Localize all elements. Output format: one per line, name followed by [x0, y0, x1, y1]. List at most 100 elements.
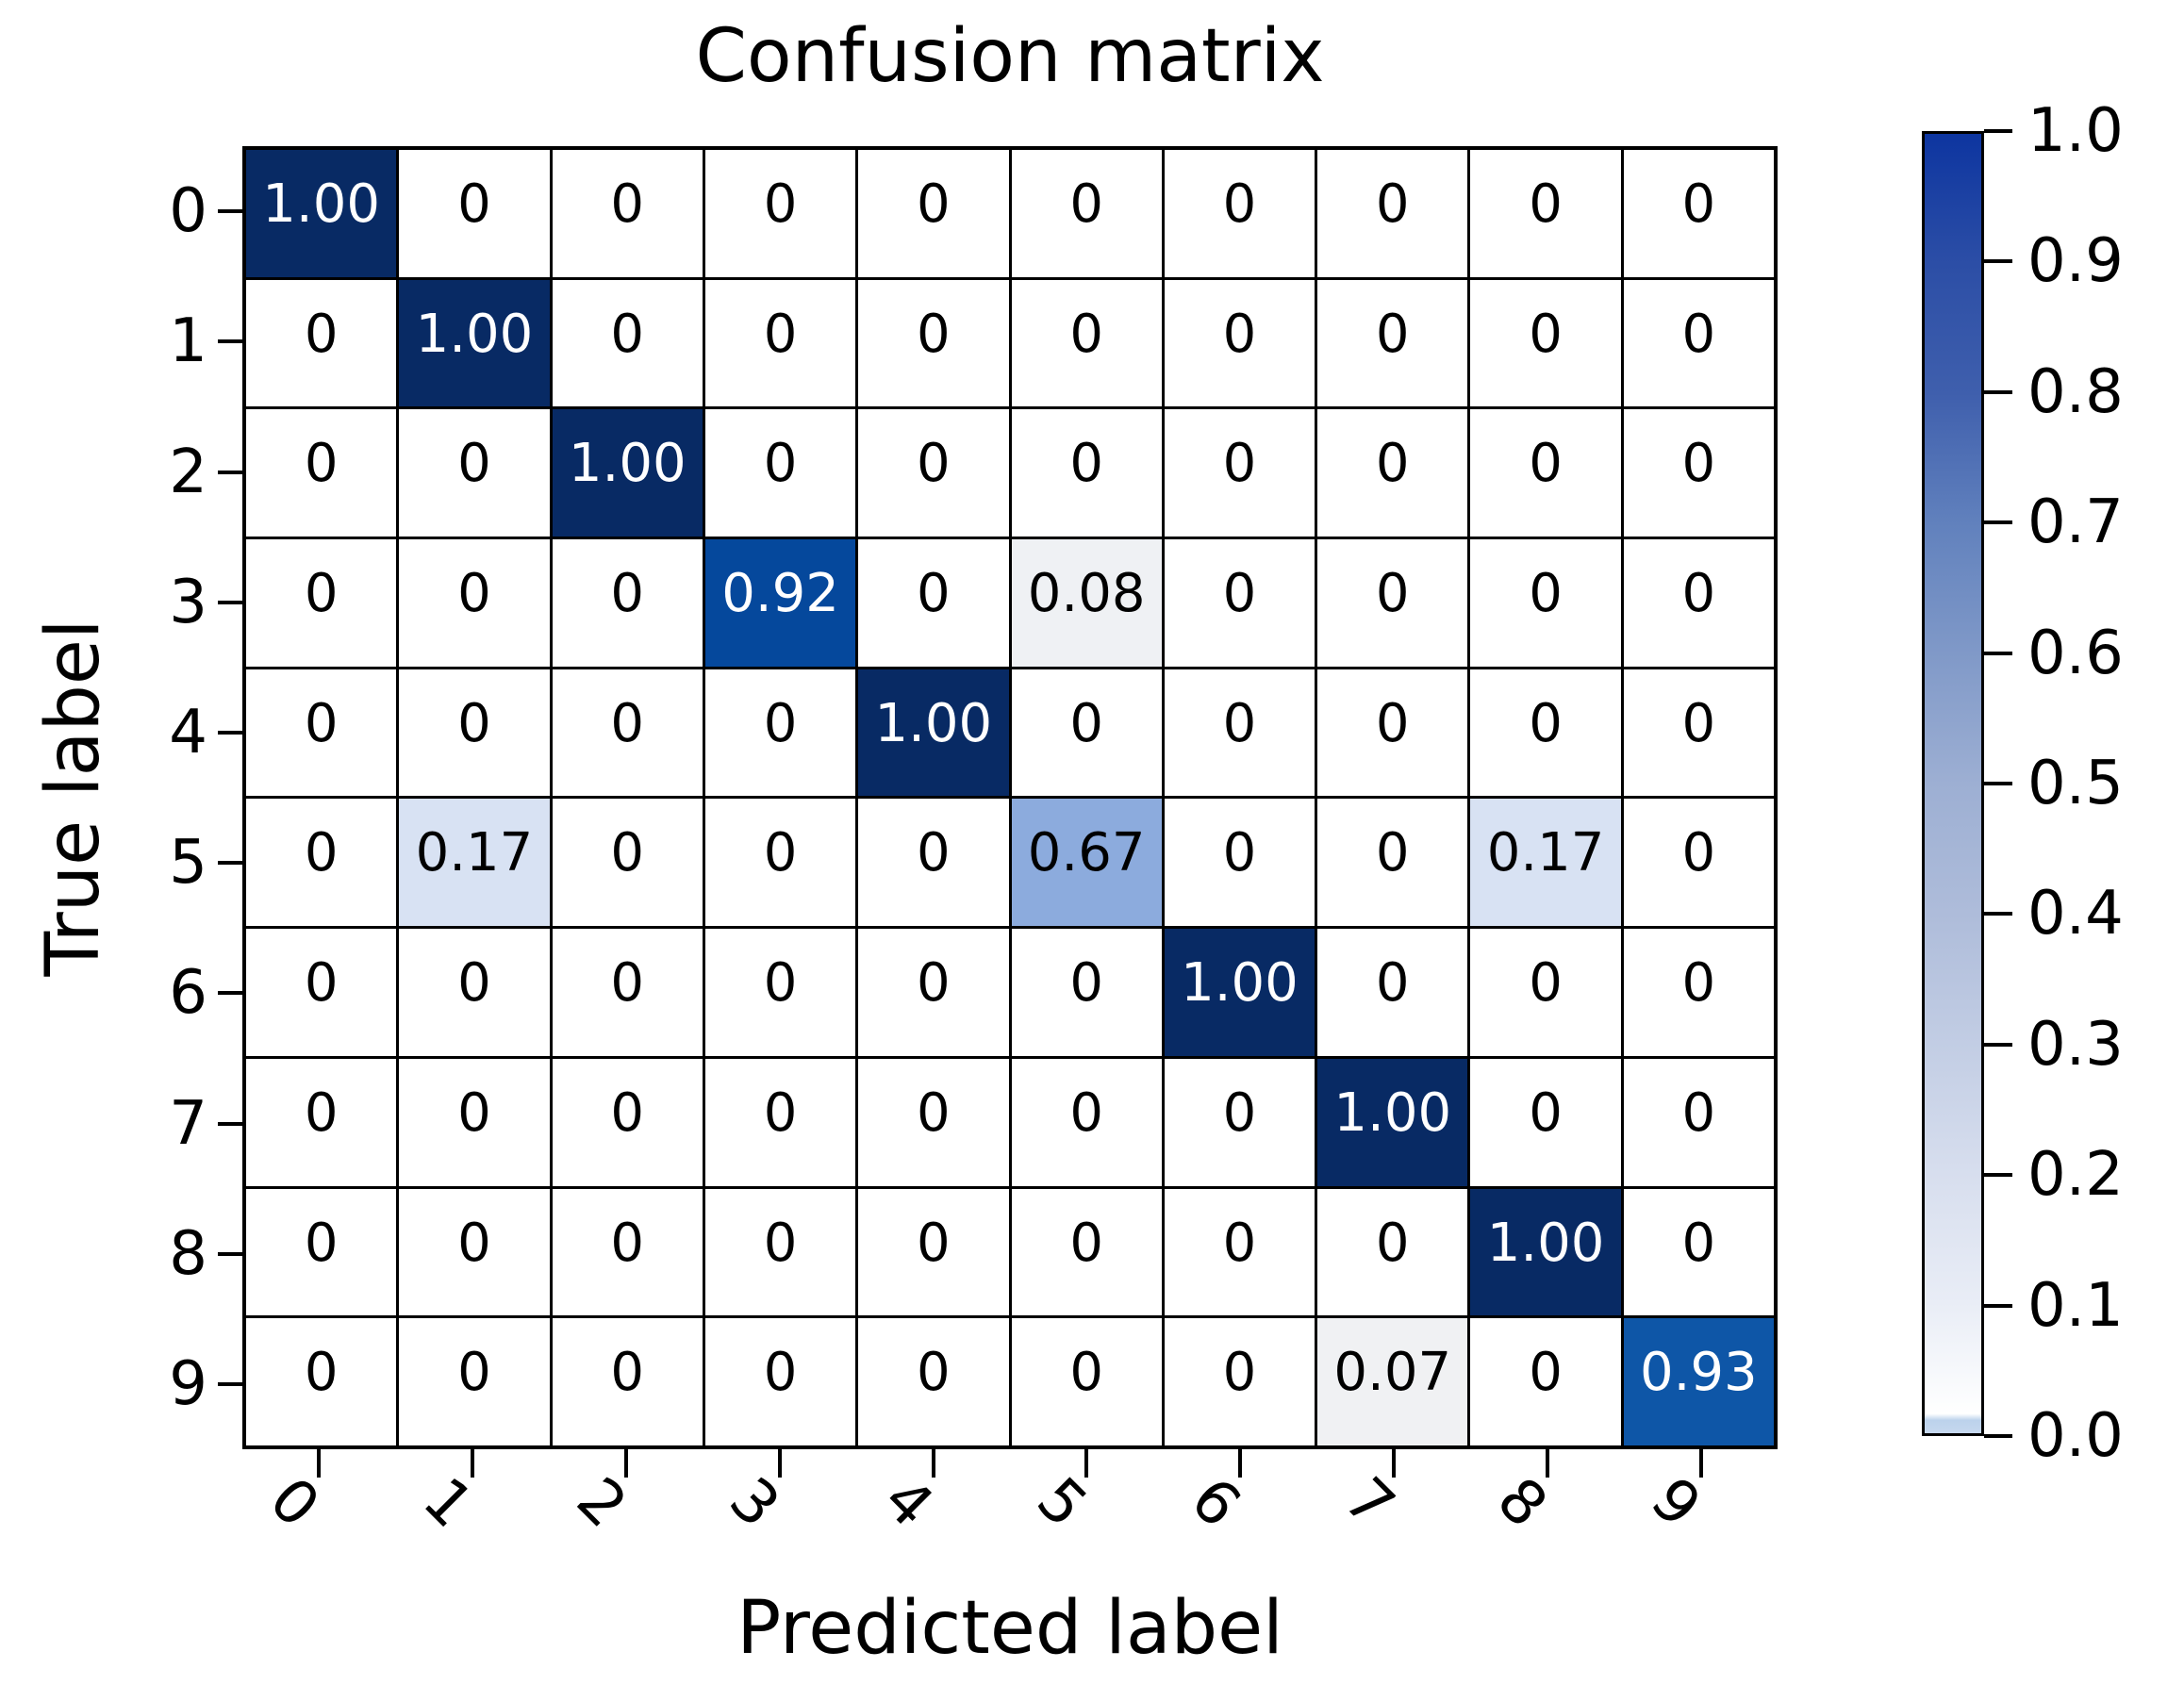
- matrix-cell: 0: [1623, 1058, 1774, 1186]
- x-tick-label-text: 0: [256, 1464, 333, 1542]
- heatmap-grid: 1.00 0 0 0 0 0 0 0 0 0 0 1.00 0 0 0 0 0 0 0 0 0 0 1.00 0 0 0 0 0 0 0 0…: [242, 146, 1778, 1449]
- matrix-cell: 0: [246, 929, 397, 1056]
- x-tick-mark: [1084, 1449, 1089, 1478]
- matrix-cell: 0: [858, 1318, 1009, 1445]
- matrix-cell: 0: [704, 799, 856, 927]
- matrix-cell: 0: [399, 409, 550, 537]
- matrix-cell: 0: [1470, 669, 1621, 797]
- colorbar-tick-label: 1.0: [2027, 96, 2124, 166]
- x-tick-label: 2: [563, 1464, 683, 1548]
- colorbar-tick-label: 0.2: [2027, 1140, 2124, 1211]
- y-tick-label: 4: [169, 697, 207, 768]
- matrix-cell: 0: [552, 929, 703, 1056]
- matrix-cell: 0: [246, 1058, 397, 1186]
- matrix-cell: 0: [858, 1058, 1009, 1186]
- matrix-cell: 0: [399, 150, 550, 277]
- colorbar-tick-label: 0.1: [2027, 1270, 2124, 1341]
- matrix-cell: 0: [1470, 150, 1621, 277]
- matrix-cell: 0: [704, 1058, 856, 1186]
- matrix-cell: 0: [246, 409, 397, 537]
- y-tick-mark: [218, 861, 242, 866]
- x-tick-label: 7: [1331, 1464, 1450, 1548]
- matrix-cell: 0: [704, 279, 856, 407]
- colorbar-tick-label: 0.3: [2027, 1009, 2124, 1080]
- matrix-cell: 0: [1317, 150, 1468, 277]
- x-tick-mark: [1545, 1449, 1549, 1478]
- x-tick-label: 3: [717, 1464, 836, 1548]
- matrix-cell: 0: [1011, 1058, 1162, 1186]
- matrix-cell: 0: [1164, 539, 1315, 667]
- matrix-cell: 0.67: [1011, 799, 1162, 927]
- x-tick-label: 4: [869, 1464, 990, 1548]
- matrix-cell: 1.00: [1470, 1188, 1621, 1316]
- colorbar-tick-label: 0.4: [2027, 879, 2124, 950]
- matrix-cell: 0: [704, 1188, 856, 1316]
- matrix-cell: 0.07: [1317, 1318, 1468, 1445]
- matrix-cell: 0: [1623, 799, 1774, 927]
- matrix-cell: 0: [1164, 799, 1315, 927]
- matrix-cell: 1.00: [552, 409, 703, 537]
- matrix-cell: 0: [1317, 929, 1468, 1056]
- matrix-cell: 0: [858, 799, 1009, 927]
- colorbar-tick-mark: [1984, 1173, 2012, 1178]
- matrix-cell: 0: [1317, 409, 1468, 537]
- matrix-cell: 1.00: [858, 669, 1009, 797]
- matrix-cell: 0: [1623, 1188, 1774, 1316]
- matrix-cell: 0: [1470, 539, 1621, 667]
- matrix-cell: 1.00: [1164, 929, 1315, 1056]
- matrix-cell: 0: [246, 539, 397, 667]
- matrix-cell: 0: [858, 929, 1009, 1056]
- matrix-cell: 0: [858, 279, 1009, 407]
- matrix-cell: 0: [552, 150, 703, 277]
- x-tick-mark: [317, 1449, 322, 1478]
- x-tick-label: 1: [409, 1464, 529, 1548]
- x-tick-label-text: 6: [1177, 1464, 1254, 1542]
- colorbar-tick-label: 0.5: [2027, 749, 2124, 818]
- matrix-cell: 0: [1164, 1188, 1315, 1316]
- matrix-cell: 0: [1470, 1058, 1621, 1186]
- matrix-cell: 0: [1470, 279, 1621, 407]
- matrix-cell: 0: [704, 1318, 856, 1445]
- y-tick-mark: [218, 1121, 242, 1126]
- matrix-cell: 0: [246, 669, 397, 797]
- colorbar-tick-mark: [1984, 651, 2012, 655]
- matrix-cell: 0.17: [399, 799, 550, 927]
- matrix-cell: 0: [1623, 669, 1774, 797]
- y-tick-label: 8: [169, 1218, 207, 1289]
- y-tick-mark: [218, 209, 242, 214]
- colorbar-tick-label: 0.8: [2027, 356, 2124, 427]
- matrix-cell: 0: [399, 669, 550, 797]
- x-tick-mark: [1392, 1449, 1396, 1478]
- x-tick-mark: [777, 1449, 782, 1478]
- matrix-cell: 0: [246, 279, 397, 407]
- x-tick-label: 9: [1637, 1464, 1758, 1548]
- x-tick-mark: [1698, 1449, 1703, 1478]
- colorbar-tick-mark: [1984, 129, 2012, 133]
- x-tick-mark: [624, 1449, 628, 1478]
- y-tick-label: 0: [169, 176, 207, 247]
- colorbar-tick-mark: [1984, 782, 2012, 785]
- colorbar-tick-mark: [1984, 259, 2012, 264]
- matrix-cell: 0: [1470, 929, 1621, 1056]
- matrix-cell: 1.00: [399, 279, 550, 407]
- y-tick-label: 7: [169, 1088, 207, 1159]
- matrix-cell: 0: [1317, 279, 1468, 407]
- matrix-cell: 0: [858, 409, 1009, 537]
- x-tick-label: 6: [1177, 1464, 1297, 1548]
- matrix-cell: 0: [246, 799, 397, 927]
- colorbar-tick-label: 0.6: [2027, 618, 2124, 688]
- y-tick-label: 3: [169, 567, 207, 637]
- x-tick-label-text: 1: [409, 1464, 487, 1542]
- colorbar-tick-mark: [1984, 912, 2012, 917]
- matrix-cell: 0: [1317, 799, 1468, 927]
- matrix-cell: 0: [552, 279, 703, 407]
- matrix-cell: 0: [1317, 1188, 1468, 1316]
- matrix-cell: 0: [704, 409, 856, 537]
- matrix-cell: 0: [1623, 150, 1774, 277]
- y-tick-label: 5: [169, 828, 207, 899]
- matrix-cell: 0: [1623, 409, 1774, 537]
- colorbar-tick-label: 0.7: [2027, 487, 2124, 558]
- y-tick-mark: [218, 600, 242, 604]
- x-tick-label-text: 3: [716, 1464, 793, 1542]
